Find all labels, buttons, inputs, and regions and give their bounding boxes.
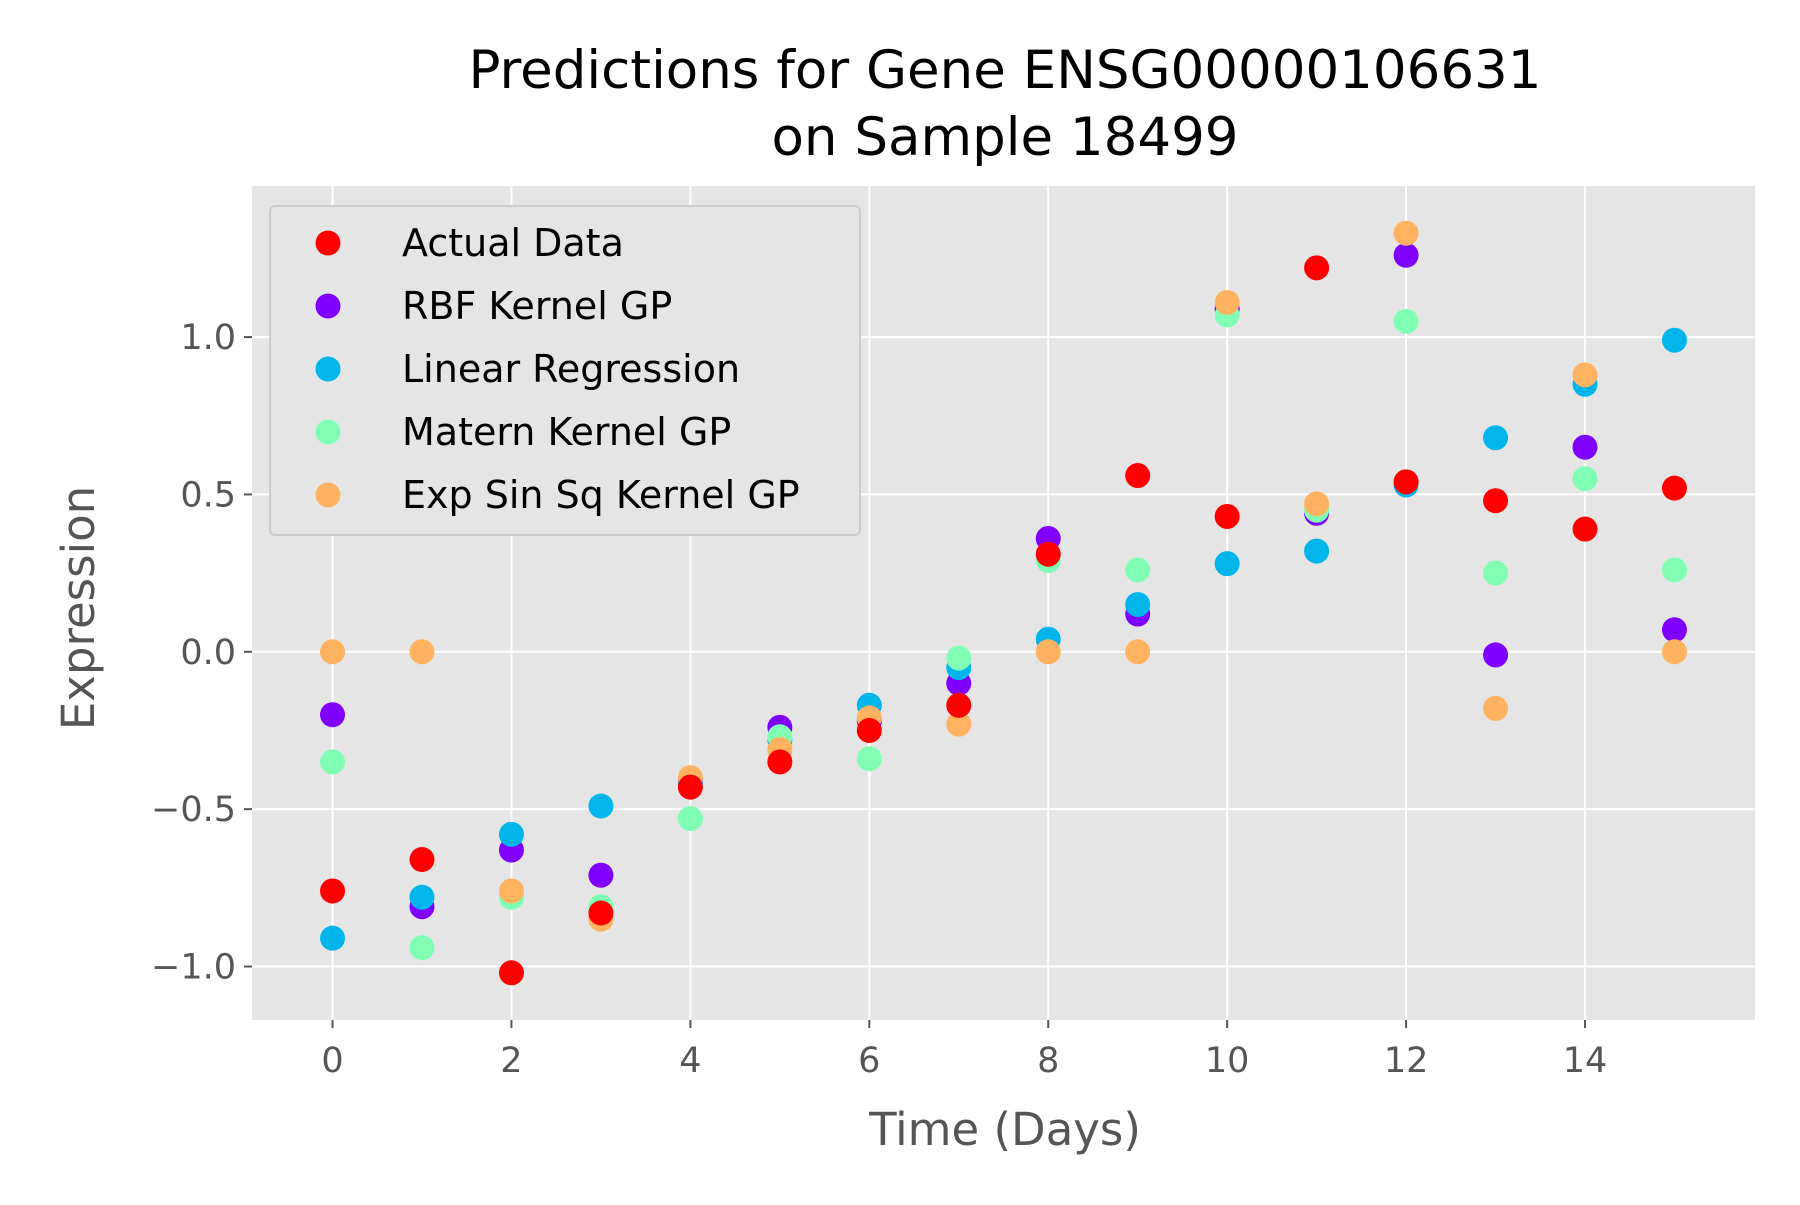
point-actual-data — [1035, 541, 1061, 567]
point-actual-data — [856, 717, 882, 743]
point-matern-kernel-gp — [1393, 308, 1419, 334]
y-axis-label: Expression — [52, 486, 105, 730]
point-exp-sin-sq-kernel-gp — [1214, 289, 1240, 315]
legend-box — [269, 205, 861, 536]
point-actual-data — [409, 846, 435, 872]
axis-ticks: 0 2 4 6 8 10 12 14 1.0 0.5 0.0 −0.5 −1.0 — [151, 318, 1607, 1081]
legend-label: Exp Sin Sq Kernel GP — [402, 473, 800, 517]
point-actual-data — [1661, 475, 1687, 501]
point-actual-data — [1572, 516, 1598, 542]
point-exp-sin-sq-kernel-gp — [1572, 362, 1598, 388]
point-actual-data — [767, 749, 793, 775]
point-actual-data — [677, 774, 703, 800]
x-tick-label: 12 — [1384, 1041, 1429, 1081]
point-linear-regression — [498, 821, 524, 847]
point-exp-sin-sq-kernel-gp — [320, 639, 346, 665]
y-tick-label: 0.0 — [180, 633, 236, 673]
point-actual-data — [498, 960, 524, 986]
legend-label: Actual Data — [402, 221, 624, 265]
point-matern-kernel-gp — [1483, 560, 1509, 586]
x-tick-label: 14 — [1563, 1041, 1608, 1081]
x-tick-label: 0 — [321, 1041, 343, 1081]
point-actual-data — [588, 900, 614, 926]
point-matern-kernel-gp — [1125, 557, 1151, 583]
point-actual-data — [1125, 463, 1151, 489]
point-actual-data — [1214, 503, 1240, 529]
point-actual-data — [1483, 488, 1509, 514]
point-exp-sin-sq-kernel-gp — [1393, 220, 1419, 246]
x-axis-label: Time (Days) — [868, 1103, 1141, 1156]
data-points — [320, 220, 1687, 986]
x-tick-label: 2 — [500, 1041, 522, 1081]
point-exp-sin-sq-kernel-gp — [409, 639, 435, 665]
legend-marker-rbf-kernel-gp — [315, 293, 341, 319]
point-matern-kernel-gp — [1661, 557, 1687, 583]
point-exp-sin-sq-kernel-gp — [1035, 639, 1061, 665]
x-tick-label: 8 — [1037, 1041, 1059, 1081]
y-tick-label: −0.5 — [151, 790, 236, 830]
legend-marker-matern-kernel-gp — [315, 419, 341, 445]
x-tick-label: 6 — [858, 1041, 880, 1081]
point-linear-regression — [1661, 327, 1687, 353]
x-tick-label: 4 — [679, 1041, 701, 1081]
chart-title-line-2: on Sample 18499 — [771, 107, 1238, 168]
legend-marker-actual-data — [315, 230, 341, 256]
point-matern-kernel-gp — [677, 806, 703, 832]
point-actual-data — [320, 878, 346, 904]
x-tick-label: 10 — [1205, 1041, 1250, 1081]
point-exp-sin-sq-kernel-gp — [1304, 491, 1330, 517]
legend-marker-linear-regression — [315, 356, 341, 382]
point-linear-regression — [1125, 592, 1151, 618]
point-exp-sin-sq-kernel-gp — [1661, 639, 1687, 665]
point-actual-data — [1304, 255, 1330, 281]
point-actual-data — [946, 692, 972, 718]
y-tick-label: −1.0 — [151, 947, 236, 987]
point-matern-kernel-gp — [1572, 466, 1598, 492]
y-tick-label: 0.5 — [180, 475, 236, 515]
point-rbf-kernel-gp — [588, 862, 614, 888]
point-exp-sin-sq-kernel-gp — [946, 711, 972, 737]
point-exp-sin-sq-kernel-gp — [1125, 639, 1151, 665]
point-linear-regression — [1483, 425, 1509, 451]
legend-label: RBF Kernel GP — [402, 284, 672, 328]
legend-label: Linear Regression — [402, 347, 740, 391]
point-rbf-kernel-gp — [320, 702, 346, 728]
point-linear-regression — [1304, 538, 1330, 564]
legend-marker-exp-sin-sq-kernel-gp — [315, 482, 341, 508]
legend-label: Matern Kernel GP — [402, 410, 731, 454]
point-matern-kernel-gp — [320, 749, 346, 775]
point-exp-sin-sq-kernel-gp — [498, 878, 524, 904]
point-actual-data — [1393, 469, 1419, 495]
point-rbf-kernel-gp — [1661, 617, 1687, 643]
point-linear-regression — [1214, 551, 1240, 577]
point-linear-regression — [409, 884, 435, 910]
point-matern-kernel-gp — [856, 746, 882, 772]
point-rbf-kernel-gp — [1393, 242, 1419, 268]
y-tick-label: 1.0 — [180, 318, 236, 358]
point-rbf-kernel-gp — [1483, 642, 1509, 668]
point-exp-sin-sq-kernel-gp — [1483, 695, 1509, 721]
point-rbf-kernel-gp — [1572, 434, 1598, 460]
point-matern-kernel-gp — [409, 935, 435, 961]
legend: Actual Data RBF Kernel GP Linear Regressio… — [269, 205, 861, 536]
point-linear-regression — [588, 793, 614, 819]
point-linear-regression — [320, 925, 346, 951]
point-matern-kernel-gp — [946, 645, 972, 671]
chart-title-line-1: Predictions for Gene ENSG00000106631 — [469, 40, 1542, 101]
